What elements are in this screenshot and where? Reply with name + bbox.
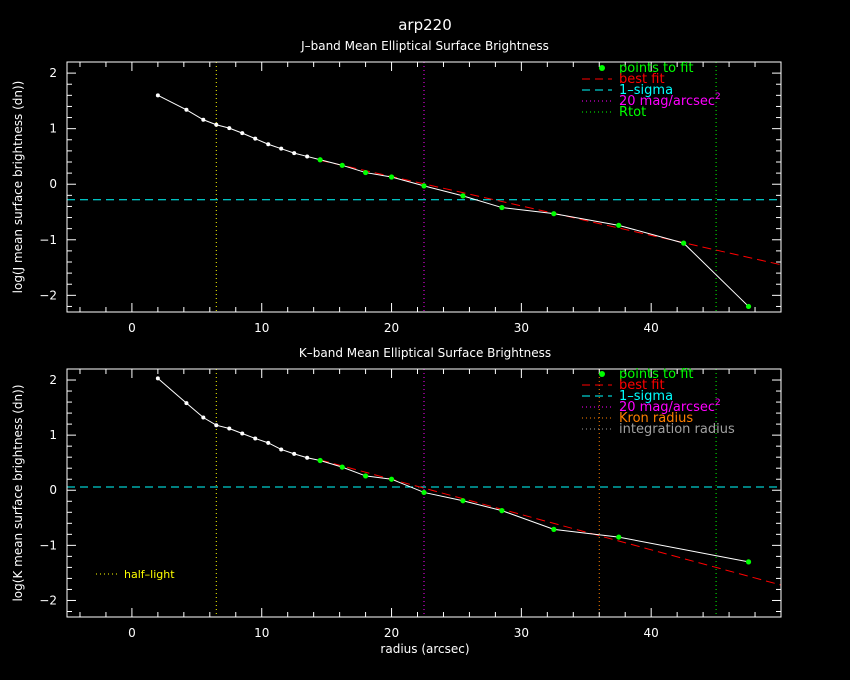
legend-label: integration radius bbox=[619, 422, 735, 437]
fit-point bbox=[388, 174, 395, 180]
fit-point bbox=[317, 457, 323, 464]
y-tick-label: 0 bbox=[49, 177, 57, 191]
data-point bbox=[227, 126, 232, 131]
fit-point bbox=[339, 464, 345, 470]
fit-point bbox=[551, 211, 557, 217]
fit-point bbox=[339, 162, 345, 168]
data-point bbox=[305, 154, 310, 159]
y-tick-label: 1 bbox=[49, 122, 57, 136]
best-fit-line bbox=[320, 459, 781, 586]
x-tick-label: 20 bbox=[384, 626, 399, 640]
fit-point bbox=[460, 498, 466, 504]
data-point bbox=[240, 431, 245, 436]
data-point bbox=[305, 455, 310, 460]
data-point bbox=[279, 447, 284, 452]
data-line bbox=[157, 94, 749, 307]
data-point bbox=[266, 440, 271, 445]
y-tick-label: 0 bbox=[49, 483, 57, 497]
legend-label: 20 mag/arcsec2 bbox=[619, 398, 721, 415]
legend-marker bbox=[599, 371, 605, 377]
y-tick-label: −2 bbox=[39, 593, 57, 607]
panels: J–band Mean Elliptical Surface Brightnes… bbox=[11, 39, 782, 640]
data-point bbox=[279, 146, 284, 151]
data-point bbox=[184, 107, 189, 112]
data-point bbox=[214, 122, 219, 127]
fit-point bbox=[681, 240, 687, 246]
fit-point bbox=[551, 526, 557, 532]
legend-label: points to fit bbox=[619, 61, 694, 76]
y-axis-label: log(K mean surface brightness (dn)) bbox=[11, 384, 25, 601]
data-point bbox=[201, 415, 206, 420]
data-point bbox=[253, 136, 258, 141]
y-tick-label: 1 bbox=[49, 428, 57, 442]
legend-label: 1–sigma bbox=[619, 83, 673, 98]
chart-panel-k-band: K–band Mean Elliptical Surface Brightnes… bbox=[11, 346, 782, 640]
legend-superscript: 2 bbox=[715, 92, 721, 102]
y-tick-label: −1 bbox=[39, 538, 57, 552]
fit-point bbox=[388, 476, 395, 482]
data-point bbox=[201, 117, 206, 122]
legend-superscript: 2 bbox=[715, 398, 721, 408]
data-point bbox=[240, 131, 245, 136]
data-point bbox=[292, 151, 297, 156]
x-tick-label: 40 bbox=[644, 321, 659, 335]
legend-label: Rtot bbox=[619, 105, 646, 120]
x-axis-label: radius (arcsec) bbox=[380, 642, 469, 656]
fit-point bbox=[317, 157, 323, 163]
fit-point bbox=[499, 508, 505, 514]
data-point bbox=[214, 423, 219, 428]
legend-label: best fit bbox=[619, 72, 665, 87]
data-point bbox=[266, 142, 271, 147]
x-tick-label: 10 bbox=[254, 626, 269, 640]
axes-frame bbox=[66, 368, 782, 618]
legend-marker bbox=[599, 65, 605, 71]
fit-point bbox=[421, 183, 427, 189]
fit-point bbox=[362, 169, 369, 176]
half-light-label: half–light bbox=[124, 568, 175, 581]
legend-label: 1–sigma bbox=[619, 389, 673, 404]
y-tick-label: −2 bbox=[39, 288, 57, 302]
legend-label: best fit bbox=[619, 378, 665, 393]
y-tick-label: 2 bbox=[49, 373, 57, 387]
data-point bbox=[227, 426, 232, 431]
x-tick-label: 20 bbox=[384, 321, 399, 335]
legend-label: Kron radius bbox=[619, 411, 693, 426]
panel-title: J–band Mean Elliptical Surface Brightnes… bbox=[300, 39, 549, 53]
data-point bbox=[184, 401, 189, 406]
data-point bbox=[253, 436, 258, 441]
x-tick-label: 30 bbox=[514, 626, 529, 640]
best-fit-line bbox=[320, 159, 781, 266]
fit-point bbox=[616, 534, 622, 540]
panel-title: K–band Mean Elliptical Surface Brightnes… bbox=[299, 346, 551, 360]
fit-point bbox=[745, 559, 752, 565]
plot-area bbox=[67, 62, 781, 312]
data-point bbox=[292, 451, 297, 456]
fit-point bbox=[745, 303, 752, 310]
data-point bbox=[155, 376, 160, 381]
axes-frame bbox=[66, 61, 782, 313]
x-tick-label: 0 bbox=[128, 321, 136, 335]
x-tick-label: 40 bbox=[644, 626, 659, 640]
plot-area bbox=[67, 369, 781, 617]
fit-point bbox=[460, 193, 466, 199]
data-point bbox=[155, 93, 160, 98]
legend-label: 20 mag/arcsec2 bbox=[619, 92, 721, 109]
fit-point bbox=[499, 204, 505, 211]
fit-point bbox=[362, 473, 369, 479]
legend-label: points to fit bbox=[619, 367, 694, 382]
y-axis-label: log(J mean surface brightness (dn)) bbox=[11, 81, 25, 294]
y-tick-label: −1 bbox=[39, 233, 57, 247]
fit-point bbox=[616, 222, 622, 228]
figure-title: arp220 bbox=[398, 16, 452, 34]
x-tick-label: 10 bbox=[254, 321, 269, 335]
fit-point bbox=[421, 489, 427, 496]
x-tick-label: 30 bbox=[514, 321, 529, 335]
y-tick-label: 2 bbox=[49, 66, 57, 80]
x-tick-label: 0 bbox=[128, 626, 136, 640]
chart-panel-j-band: J–band Mean Elliptical Surface Brightnes… bbox=[11, 39, 782, 335]
